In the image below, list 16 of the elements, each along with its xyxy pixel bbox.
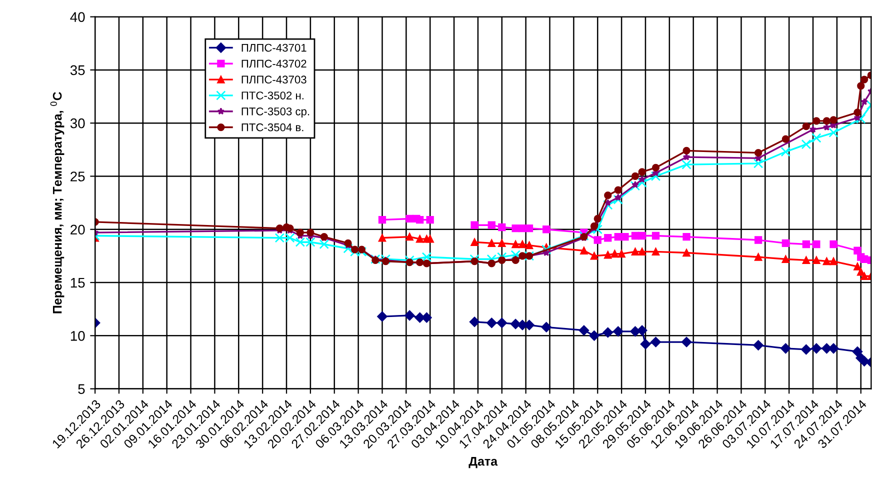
y-tick-label: 40 [70,12,85,22]
legend-label: ПТС-3504 в. [242,123,304,132]
y-tick-label: 5 [78,384,85,394]
legend-label: ПЛПС-43702 [242,60,306,68]
x-axis-title: Дата [468,457,498,468]
y-tick-label: 30 [70,118,85,128]
y-tick-label: 35 [70,65,85,76]
y-tick-label: 25 [70,172,85,182]
y-tick-label: 15 [70,278,85,288]
y-axis-title: Перемещения, мм; Температура, $^{0}$C [50,92,64,314]
legend-label: ПЛПС-43703 [242,76,306,84]
y-tick-label: 20 [70,224,85,235]
legend-label: ПЛПС-43701 [242,44,306,52]
legend-label: ПТС-3503 ср. [242,107,310,118]
legend-label: ПТС-3502 н. [242,92,304,100]
y-tick-label: 10 [70,330,85,341]
